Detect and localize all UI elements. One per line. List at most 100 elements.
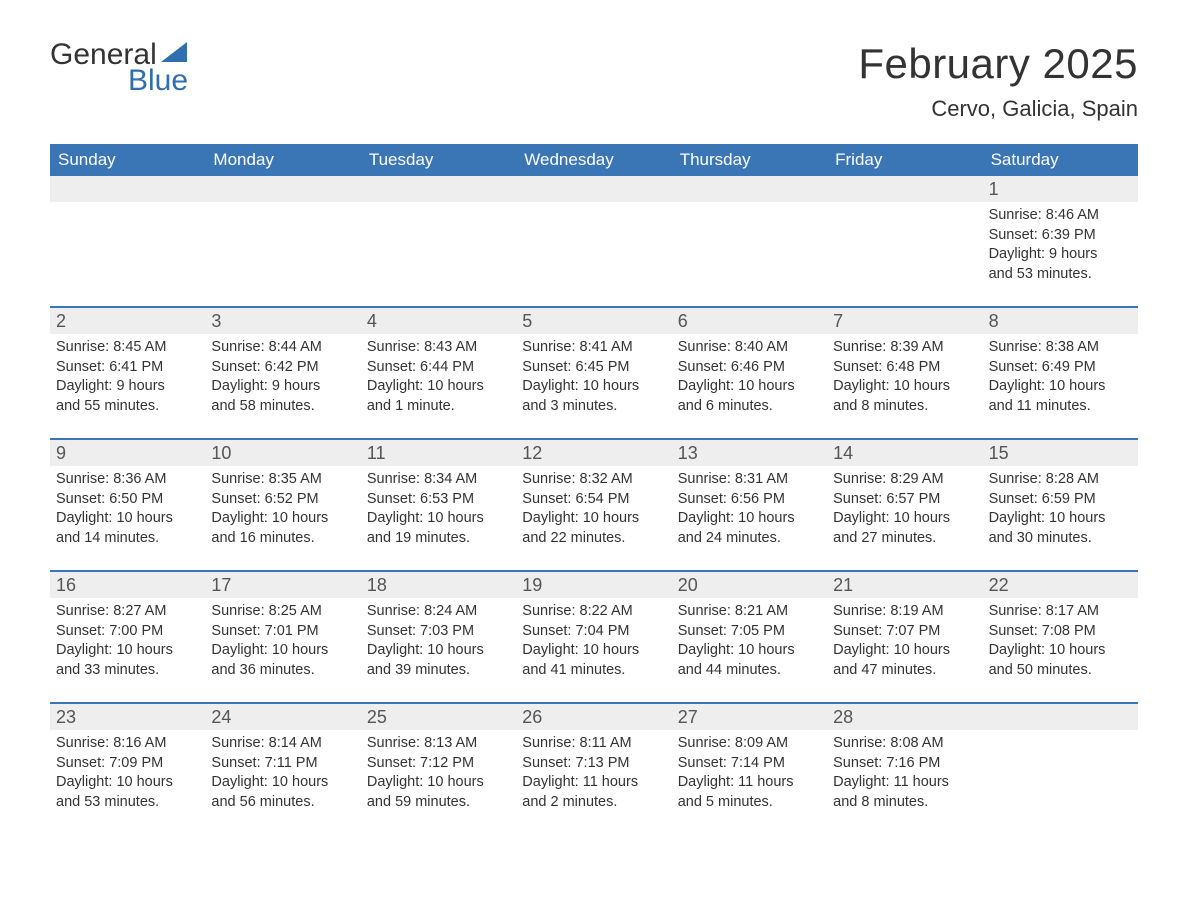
day-sunrise: Sunrise: 8:46 AM <box>989 206 1132 226</box>
day-sunrise: Sunrise: 8:27 AM <box>56 602 199 622</box>
day-day1: Daylight: 10 hours <box>678 509 821 529</box>
day-sunrise: Sunrise: 8:32 AM <box>522 470 665 490</box>
day-day1: Daylight: 10 hours <box>833 509 976 529</box>
day-info: Sunrise: 8:45 AMSunset: 6:41 PMDaylight:… <box>50 334 205 422</box>
logo-word2: Blue <box>128 66 191 96</box>
day-day1: Daylight: 10 hours <box>367 509 510 529</box>
day-number: 3 <box>205 308 360 334</box>
day-day2: and 1 minute. <box>367 397 510 417</box>
day-sunset: Sunset: 6:42 PM <box>211 358 354 378</box>
day-day1: Daylight: 10 hours <box>522 641 665 661</box>
day-number: 1 <box>983 176 1138 202</box>
day-day2: and 50 minutes. <box>989 661 1132 681</box>
day-info: Sunrise: 8:41 AMSunset: 6:45 PMDaylight:… <box>516 334 671 422</box>
day-sunset: Sunset: 6:50 PM <box>56 490 199 510</box>
day-day1: Daylight: 10 hours <box>367 773 510 793</box>
day-cell: 8Sunrise: 8:38 AMSunset: 6:49 PMDaylight… <box>983 308 1138 426</box>
day-number: 11 <box>361 440 516 466</box>
day-number: 18 <box>361 572 516 598</box>
day-sunrise: Sunrise: 8:38 AM <box>989 338 1132 358</box>
day-sunrise: Sunrise: 8:13 AM <box>367 734 510 754</box>
day-day2: and 58 minutes. <box>211 397 354 417</box>
day-info: Sunrise: 8:14 AMSunset: 7:11 PMDaylight:… <box>205 730 360 818</box>
week-row: 2Sunrise: 8:45 AMSunset: 6:41 PMDaylight… <box>50 306 1138 426</box>
day-info: Sunrise: 8:24 AMSunset: 7:03 PMDaylight:… <box>361 598 516 686</box>
day-sunset: Sunset: 7:09 PM <box>56 754 199 774</box>
day-day1: Daylight: 10 hours <box>833 641 976 661</box>
day-day2: and 53 minutes. <box>989 265 1132 285</box>
day-day2: and 30 minutes. <box>989 529 1132 549</box>
day-day1: Daylight: 10 hours <box>367 641 510 661</box>
day-info: Sunrise: 8:27 AMSunset: 7:00 PMDaylight:… <box>50 598 205 686</box>
day-sunset: Sunset: 6:41 PM <box>56 358 199 378</box>
day-sunset: Sunset: 6:45 PM <box>522 358 665 378</box>
day-sunrise: Sunrise: 8:44 AM <box>211 338 354 358</box>
day-info: Sunrise: 8:32 AMSunset: 6:54 PMDaylight:… <box>516 466 671 554</box>
day-day2: and 22 minutes. <box>522 529 665 549</box>
day-cell: 19Sunrise: 8:22 AMSunset: 7:04 PMDayligh… <box>516 572 671 690</box>
day-cell: 13Sunrise: 8:31 AMSunset: 6:56 PMDayligh… <box>672 440 827 558</box>
day-cell: 2Sunrise: 8:45 AMSunset: 6:41 PMDaylight… <box>50 308 205 426</box>
day-day1: Daylight: 10 hours <box>522 509 665 529</box>
day-day2: and 5 minutes. <box>678 793 821 813</box>
weekday-wednesday: Wednesday <box>516 144 671 176</box>
day-number: 16 <box>50 572 205 598</box>
day-day2: and 16 minutes. <box>211 529 354 549</box>
day-cell: 1Sunrise: 8:46 AMSunset: 6:39 PMDaylight… <box>983 176 1138 294</box>
day-day1: Daylight: 9 hours <box>211 377 354 397</box>
day-sunset: Sunset: 6:48 PM <box>833 358 976 378</box>
day-day1: Daylight: 10 hours <box>211 773 354 793</box>
day-day2: and 55 minutes. <box>56 397 199 417</box>
day-day1: Daylight: 10 hours <box>678 377 821 397</box>
day-info: Sunrise: 8:39 AMSunset: 6:48 PMDaylight:… <box>827 334 982 422</box>
day-info: Sunrise: 8:21 AMSunset: 7:05 PMDaylight:… <box>672 598 827 686</box>
day-number <box>205 176 360 202</box>
day-day2: and 47 minutes. <box>833 661 976 681</box>
day-sunrise: Sunrise: 8:41 AM <box>522 338 665 358</box>
day-day2: and 33 minutes. <box>56 661 199 681</box>
day-sunset: Sunset: 6:59 PM <box>989 490 1132 510</box>
day-cell: 21Sunrise: 8:19 AMSunset: 7:07 PMDayligh… <box>827 572 982 690</box>
day-info: Sunrise: 8:36 AMSunset: 6:50 PMDaylight:… <box>50 466 205 554</box>
day-cell: 6Sunrise: 8:40 AMSunset: 6:46 PMDaylight… <box>672 308 827 426</box>
day-number: 5 <box>516 308 671 334</box>
week-row: 23Sunrise: 8:16 AMSunset: 7:09 PMDayligh… <box>50 702 1138 822</box>
day-number <box>827 176 982 202</box>
day-sunset: Sunset: 6:53 PM <box>367 490 510 510</box>
calendar: SundayMondayTuesdayWednesdayThursdayFrid… <box>50 144 1138 822</box>
day-number: 21 <box>827 572 982 598</box>
day-day1: Daylight: 10 hours <box>56 509 199 529</box>
day-day1: Daylight: 10 hours <box>367 377 510 397</box>
day-info: Sunrise: 8:09 AMSunset: 7:14 PMDaylight:… <box>672 730 827 818</box>
day-sunrise: Sunrise: 8:09 AM <box>678 734 821 754</box>
day-info: Sunrise: 8:08 AMSunset: 7:16 PMDaylight:… <box>827 730 982 818</box>
day-sunset: Sunset: 7:00 PM <box>56 622 199 642</box>
day-cell: 9Sunrise: 8:36 AMSunset: 6:50 PMDaylight… <box>50 440 205 558</box>
day-info: Sunrise: 8:31 AMSunset: 6:56 PMDaylight:… <box>672 466 827 554</box>
day-day1: Daylight: 10 hours <box>211 641 354 661</box>
day-info: Sunrise: 8:40 AMSunset: 6:46 PMDaylight:… <box>672 334 827 422</box>
day-info: Sunrise: 8:43 AMSunset: 6:44 PMDaylight:… <box>361 334 516 422</box>
logo: General Blue <box>50 40 191 96</box>
day-number: 25 <box>361 704 516 730</box>
day-sunrise: Sunrise: 8:14 AM <box>211 734 354 754</box>
day-day1: Daylight: 10 hours <box>56 773 199 793</box>
day-info: Sunrise: 8:16 AMSunset: 7:09 PMDaylight:… <box>50 730 205 818</box>
day-number: 15 <box>983 440 1138 466</box>
day-sunrise: Sunrise: 8:29 AM <box>833 470 976 490</box>
day-day1: Daylight: 10 hours <box>56 641 199 661</box>
day-day2: and 6 minutes. <box>678 397 821 417</box>
empty-day-cell <box>983 704 1138 822</box>
day-day2: and 3 minutes. <box>522 397 665 417</box>
day-sunrise: Sunrise: 8:21 AM <box>678 602 821 622</box>
day-day1: Daylight: 9 hours <box>56 377 199 397</box>
day-day2: and 27 minutes. <box>833 529 976 549</box>
day-day1: Daylight: 11 hours <box>833 773 976 793</box>
day-number: 28 <box>827 704 982 730</box>
day-info: Sunrise: 8:29 AMSunset: 6:57 PMDaylight:… <box>827 466 982 554</box>
day-cell: 24Sunrise: 8:14 AMSunset: 7:11 PMDayligh… <box>205 704 360 822</box>
day-cell: 3 Sunrise: 8:44 AMSunset: 6:42 PMDaylight… <box>205 308 360 426</box>
day-number: 27 <box>672 704 827 730</box>
day-cell: 17Sunrise: 8:25 AMSunset: 7:01 PMDayligh… <box>205 572 360 690</box>
day-sunrise: Sunrise: 8:17 AM <box>989 602 1132 622</box>
